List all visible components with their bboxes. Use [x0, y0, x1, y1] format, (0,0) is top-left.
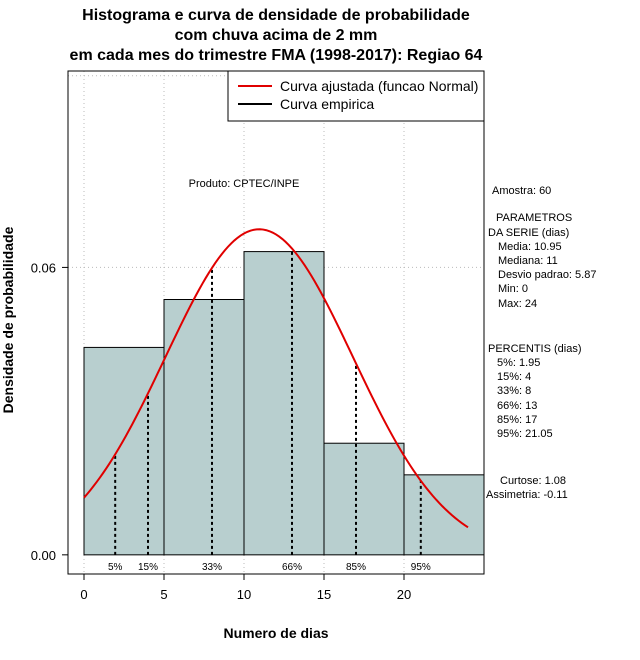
stat-p15: 15%: 4: [497, 371, 531, 383]
normal-fit-curve: [83, 228, 469, 529]
y-tick-label-1: 0.00: [31, 548, 56, 563]
stat-max: Max: 24: [498, 298, 537, 310]
x-tick-label-1: 0: [80, 587, 87, 602]
percentile-label-4: 66%: [282, 562, 302, 573]
percentile-label-6: 95%: [411, 562, 431, 573]
stat-amostra: Amostra: 60: [492, 185, 551, 197]
stat-p85: 85%: 17: [497, 414, 537, 426]
legend-label-empirical: Curva empirica: [280, 96, 374, 112]
histogram-bars: [83, 251, 485, 556]
stat-mediana: Mediana: 11: [498, 255, 558, 267]
stat-pct-title: PERCENTIS (dias): [488, 343, 582, 355]
x-tick-label-5: 20: [397, 587, 411, 602]
histogram-bar-5: [403, 474, 485, 556]
product-label: Produto: CPTEC/INPE: [189, 178, 300, 190]
percentile-markers: 5% 15% 33% 66% 85% 95%: [108, 248, 431, 573]
stat-min: Min: 0: [498, 283, 528, 295]
chart-title-line-3: em cada mes do trimestre FMA (1998-2017)…: [70, 47, 483, 64]
histogram-bar-1: [83, 346, 165, 556]
stat-media: Media: 10.95: [498, 241, 562, 253]
chart-title-line-1: Histograma e curva de densidade de proba…: [82, 7, 470, 24]
legend-label-normal: Curva ajustada (funcao Normal): [280, 78, 478, 94]
histogram-bar-3: [243, 251, 325, 556]
stat-curtose: Curtose: 1.08: [500, 475, 566, 487]
percentile-label-5: 85%: [346, 562, 366, 573]
normal-curve-layer: [83, 228, 469, 529]
legend: Curva ajustada (funcao Normal) Curva emp…: [227, 70, 485, 122]
stat-p95: 95%: 21.05: [497, 428, 553, 440]
stat-desvio: Desvio padrao: 5.87: [498, 269, 596, 281]
y-tick-label-2: 0.06: [31, 260, 56, 275]
y-axis-title: Densidade de probabilidade: [0, 226, 16, 413]
stat-p5: 5%: 1.95: [497, 357, 540, 369]
legend-box: [227, 70, 485, 122]
percentile-label-3: 33%: [202, 562, 222, 573]
percentile-label-1: 5%: [108, 562, 123, 573]
stat-assimetria: Assimetria: -0.11: [486, 489, 568, 501]
stats-panel: Amostra: 60 PARAMETROS DA SERIE (dias) M…: [486, 185, 596, 501]
x-tick-label-3: 10: [237, 587, 251, 602]
x-tick-label-4: 15: [317, 587, 331, 602]
stat-param-title-2: DA SERIE (dias): [488, 227, 569, 239]
histogram-bar-2: [163, 299, 245, 556]
x-axis-title: Numero de dias: [223, 625, 328, 641]
stat-param-title-1: PARAMETROS: [496, 212, 572, 224]
stat-p66: 66%: 13: [497, 400, 537, 412]
stat-p33: 33%: 8: [497, 385, 531, 397]
percentile-label-2: 15%: [138, 562, 158, 573]
histogram-bar-4: [323, 442, 405, 556]
chart-title-line-2: com chuva acima de 2 mm: [175, 27, 378, 44]
x-tick-label-2: 5: [160, 587, 167, 602]
